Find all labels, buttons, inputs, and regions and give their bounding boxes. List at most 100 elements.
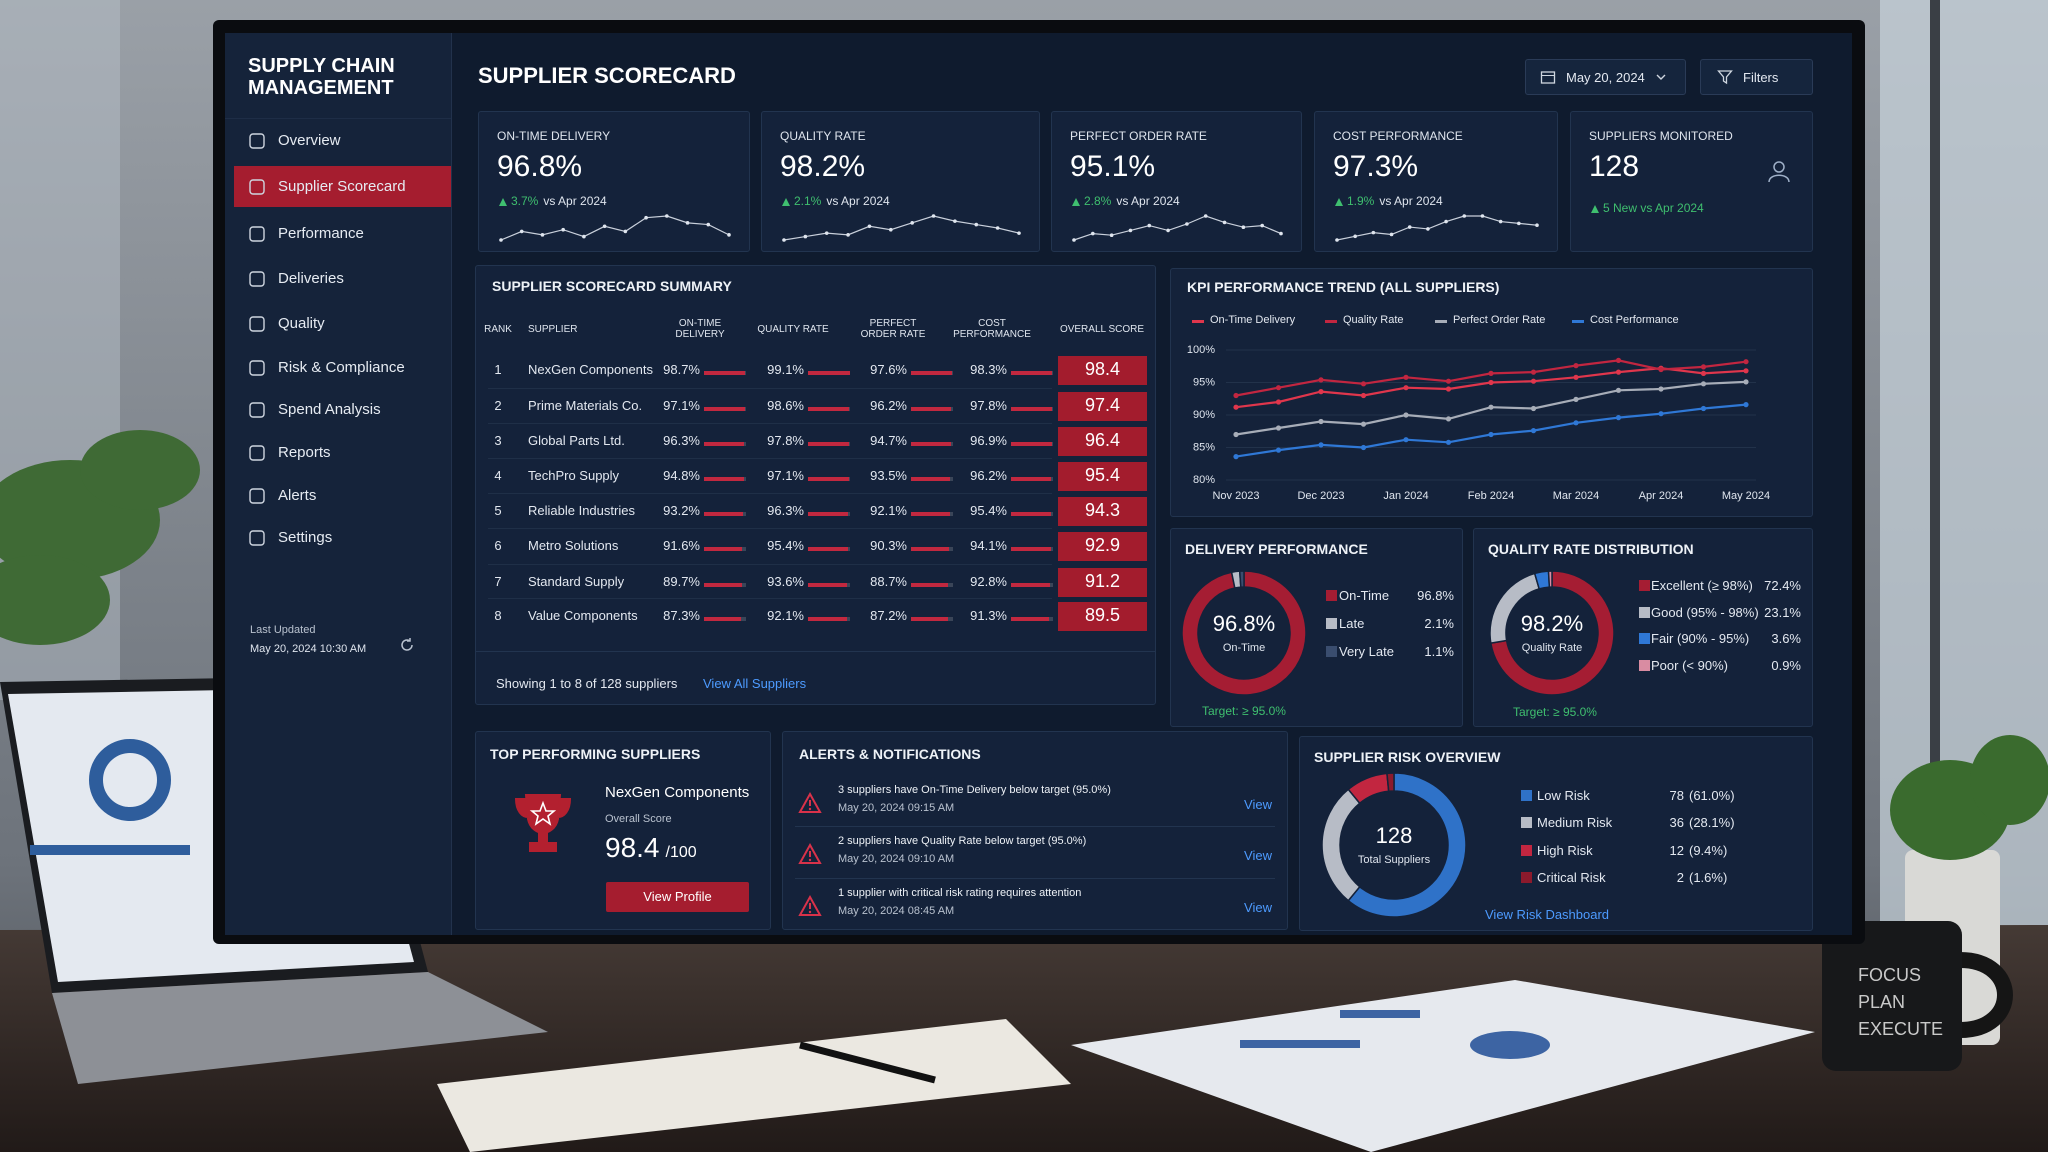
nav-icon [249,402,265,418]
x-tick-label: Feb 2024 [1468,490,1514,502]
kpi-value: 128 [1589,150,1640,183]
rank: 6 [494,538,502,553]
nav-icon-shape [249,316,265,332]
series-point [1658,366,1664,373]
metric-bar [1011,371,1053,375]
series-point [1275,385,1282,391]
sparkline-point [727,233,731,237]
sparkline-point [1091,231,1095,236]
series-point [1403,374,1409,380]
metric-bar [1011,442,1052,446]
date-picker[interactable]: May 20, 2024 [1525,59,1686,95]
legend-swatch [1639,633,1650,644]
metric-bar [1011,547,1051,551]
nav-item[interactable]: Settings [278,529,333,546]
top-score: 98.4 [605,832,660,863]
series-point [1530,405,1537,412]
y-tick-label: 90% [1193,409,1215,421]
metric-value: 98.7% [663,362,700,377]
trophy [514,794,572,852]
nav-item[interactable]: Overview [278,132,341,149]
series-point [1233,454,1239,460]
sparkline-point [953,219,957,223]
row-divider [488,528,1052,529]
sparkline-point [1426,227,1430,231]
metric-bar [704,477,744,481]
view-risk-link[interactable]: View Risk Dashboard [1485,907,1610,922]
sparkline-point [1444,219,1448,224]
metric-value: 92.1% [870,503,907,518]
nav-item[interactable]: Performance [278,225,364,242]
kpi-change-row: 1.9% vs Apr 2024 [1347,194,1443,208]
view-profile-button[interactable]: View Profile [606,882,749,912]
series-point [1743,379,1749,385]
legend-value: 2 [1676,870,1684,885]
metric-value: 87.2% [870,608,907,623]
metric-bar [808,442,850,446]
sparkline-point [1128,228,1133,233]
donut-slice [1181,570,1307,696]
refresh-icon[interactable] [399,637,415,653]
nav-item[interactable]: Supplier Scorecard [278,178,406,195]
series-point [1700,364,1707,370]
metric-bar [704,547,743,551]
sparkline-point [685,221,690,225]
trophy-icon [514,794,572,852]
legend-swatch [1326,646,1337,657]
legend-value: 36 [1669,815,1684,830]
y-tick-label: 80% [1193,474,1215,486]
score-box [1058,497,1147,526]
last-updated-label: Last Updated [250,624,316,636]
score-max: /100 [665,844,697,861]
sparkline [499,214,731,242]
overall-score: 92.9 [1084,535,1121,555]
series-point [1445,416,1452,422]
series-point [1318,377,1324,383]
nav-item[interactable]: Spend Analysis [278,401,381,418]
series-point [1573,363,1579,369]
nav-item[interactable]: Alerts [278,487,317,504]
filters-button[interactable]: Filters [1700,59,1813,95]
calendar-icon [1540,71,1556,84]
nav-item[interactable]: Reports [278,444,331,461]
legend-label: Late [1339,616,1365,631]
series-point [1403,412,1409,418]
rank: 1 [494,362,502,377]
series-point [1700,405,1707,412]
date-text: May 20, 2024 [1566,69,1645,85]
alert-view-link[interactable]: View [1244,900,1272,915]
nav-item[interactable]: Risk & Compliance [278,359,405,376]
row-divider [488,598,1052,599]
donut-slice [1489,570,1615,696]
nav-item[interactable]: Deliveries [278,270,344,287]
sparkline-point [1166,228,1170,233]
legend-label: Critical Risk [1537,870,1606,885]
x-tick-label: Mar 2024 [1553,490,1599,502]
alert-view-link[interactable]: View [1244,797,1272,812]
column-header: SUPPLIER [528,323,578,335]
nav-icon [249,445,265,461]
metric-value: 96.3% [663,433,700,448]
nav-item[interactable]: Quality [278,315,325,332]
mug-text: PLAN [1858,992,1905,1012]
panel-title: SUPPLIER SCORECARD SUMMARY [492,278,732,294]
legend-swatch [1521,790,1532,801]
view-all-link[interactable]: View All Suppliers [703,676,807,691]
trend-panel: KPI PERFORMANCE TREND (ALL SUPPLIERS) On-… [1170,268,1813,517]
sparkline-point [623,229,628,234]
score-box [1058,602,1147,631]
supplier-name: TechPro Supply [528,468,620,483]
sparkline-point [519,229,524,234]
nav-icon [249,530,265,546]
alert-view-link[interactable]: View [1244,848,1272,863]
x-tick-label: Dec 2023 [1297,490,1344,502]
overall-score: 91.2 [1084,571,1121,591]
series-point [1360,392,1367,399]
nav-icon-shape [249,445,265,461]
sparkline [1072,214,1283,242]
kpi-change-row: 3.7% vs Apr 2024 [511,194,607,208]
pen [799,1041,936,1084]
nav-icon [249,226,265,242]
sparkline-point [1389,232,1394,237]
chart-svg: 80% 85% 90% 95% 100% Nov 2023 Dec 2023 Jan 2024… [1187,344,1770,502]
